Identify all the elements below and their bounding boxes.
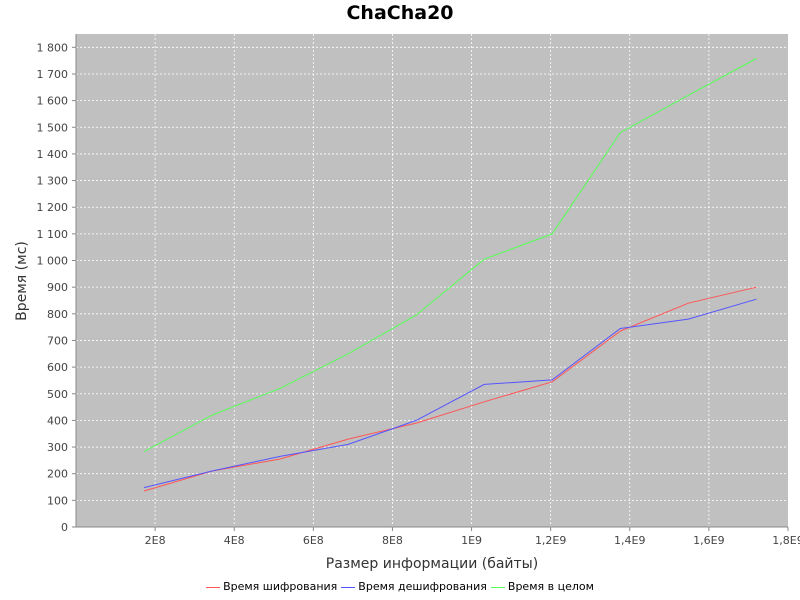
grid (76, 34, 788, 527)
y-tick-label: 1 200 (37, 201, 69, 214)
x-tick-label: 1,4E9 (614, 534, 645, 547)
legend-swatch (206, 586, 221, 588)
y-tick-label: 1 500 (37, 121, 69, 134)
legend: Время шифрования Время дешифрования Время … (0, 580, 800, 593)
series-line-2 (143, 298, 757, 489)
y-tick-label: 1 000 (37, 255, 69, 268)
y-tick-label: 200 (47, 468, 68, 481)
series-layer (143, 58, 757, 492)
y-tick-label: 400 (47, 414, 68, 427)
y-tick-label: 0 (61, 521, 68, 534)
y-tick-label: 1 400 (37, 148, 69, 161)
x-tick-label: 2E8 (145, 534, 166, 547)
y-tick-label: 900 (47, 281, 68, 294)
legend-label: Время шифрования (223, 580, 338, 593)
x-tick-label: 1,6E9 (693, 534, 724, 547)
legend-swatch (341, 586, 356, 588)
x-tick-label: 1,8E9 (772, 534, 800, 547)
legend-item: Время в целом (490, 580, 594, 593)
y-tick-label: 700 (47, 334, 68, 347)
y-tick-label: 800 (47, 308, 68, 321)
y-tick-label: 1 100 (37, 228, 69, 241)
x-tick-label: 6E8 (303, 534, 324, 547)
legend-item: Время дешифрования (341, 580, 487, 593)
axes: 0 100 200 300 400 500 600 700 800 900 1 000 1 100 1 … (37, 34, 800, 547)
x-tick-label: 4E8 (224, 534, 245, 547)
y-tick-label: 1 800 (37, 41, 69, 54)
legend-item: Время шифрования (206, 580, 337, 593)
y-tick-label: 500 (47, 388, 68, 401)
legend-label: Время в целом (507, 580, 594, 593)
x-tick-label: 1,2E9 (535, 534, 566, 547)
series-line-1 (143, 286, 757, 492)
plot-area (76, 34, 788, 527)
y-tick-label: 1 300 (37, 175, 69, 188)
x-axis-label: Размер информации (байты) (326, 556, 538, 572)
legend-swatch (490, 586, 505, 588)
y-tick-label: 600 (47, 361, 68, 374)
y-tick-label: 1 700 (37, 68, 69, 81)
y-tick-label: 300 (47, 441, 68, 454)
y-tick-label: 1 600 (37, 95, 69, 108)
legend-label: Время дешифрования (358, 580, 487, 593)
y-tick-label: 100 (47, 494, 68, 507)
series-line-3 (143, 58, 757, 453)
x-tick-label: 1E9 (461, 534, 482, 547)
y-axis-label: Время (мс) (14, 241, 30, 321)
x-tick-label: 8E8 (382, 534, 403, 547)
chart-title: ChaCha20 (346, 2, 454, 24)
